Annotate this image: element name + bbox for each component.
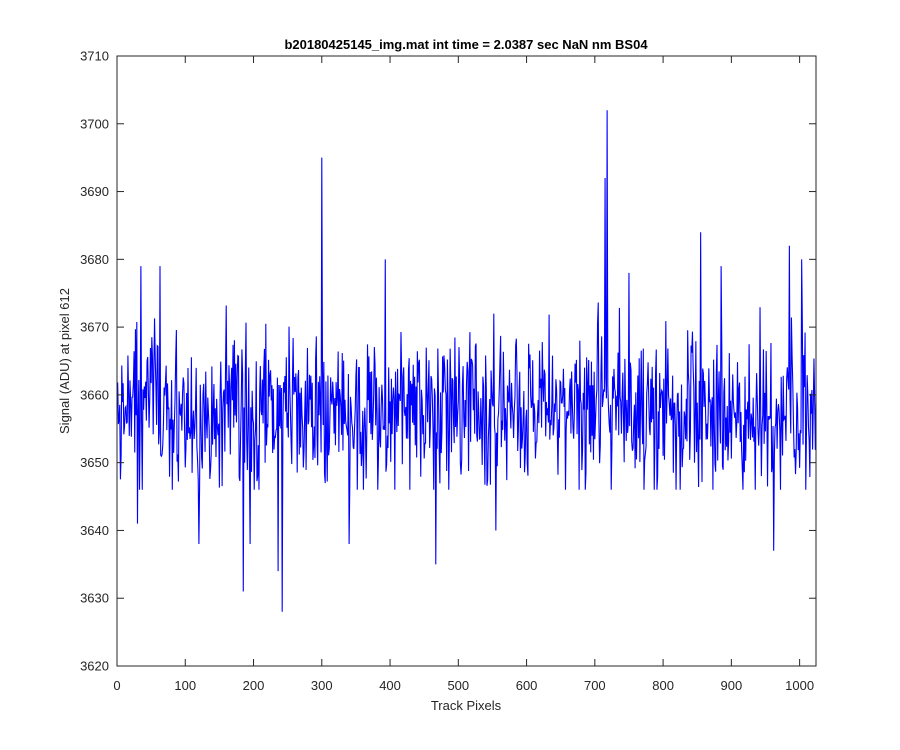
- x-tick-label: 100: [174, 678, 196, 693]
- y-tick-label: 3690: [80, 184, 109, 199]
- y-tick-label: 3620: [80, 659, 109, 674]
- x-tick-label: 600: [516, 678, 538, 693]
- chart-title: b20180425145_img.mat int time = 2.0387 s…: [284, 37, 648, 52]
- x-tick-label: 900: [721, 678, 743, 693]
- y-tick-label: 3650: [80, 455, 109, 470]
- y-tick-label: 3630: [80, 591, 109, 606]
- y-tick-label: 3710: [80, 49, 109, 64]
- y-tick-label: 3670: [80, 320, 109, 335]
- plot-area: [116, 55, 817, 667]
- y-axis-label: Signal (ADU) at pixel 612: [57, 288, 72, 434]
- chart-title-text: b20180425145_img.mat int time = 2.0387 s…: [284, 37, 648, 52]
- axes-background: [117, 56, 816, 666]
- y-tick-label: 3700: [80, 116, 109, 131]
- x-tick-label: 1000: [785, 678, 814, 693]
- x-tick-label: 500: [447, 678, 469, 693]
- x-tick-label: 800: [652, 678, 674, 693]
- x-tick-label: 0: [113, 678, 120, 693]
- y-tick-label: 3680: [80, 252, 109, 267]
- series-line: [117, 110, 817, 612]
- y-tick-label: 3660: [80, 387, 109, 402]
- series-layer: [117, 110, 817, 612]
- y-tick-label: 3640: [80, 523, 109, 538]
- x-tick-label: 700: [584, 678, 606, 693]
- x-tick-label: 400: [379, 678, 401, 693]
- axes-box: [116, 55, 817, 667]
- x-axis-label: Track Pixels: [431, 698, 502, 713]
- tick-labels-layer: 0 100 200 300 400 500 600 700 800 900 1000 3620 3630…: [80, 49, 814, 694]
- x-tick-label: 300: [311, 678, 333, 693]
- x-tick-label: 200: [243, 678, 265, 693]
